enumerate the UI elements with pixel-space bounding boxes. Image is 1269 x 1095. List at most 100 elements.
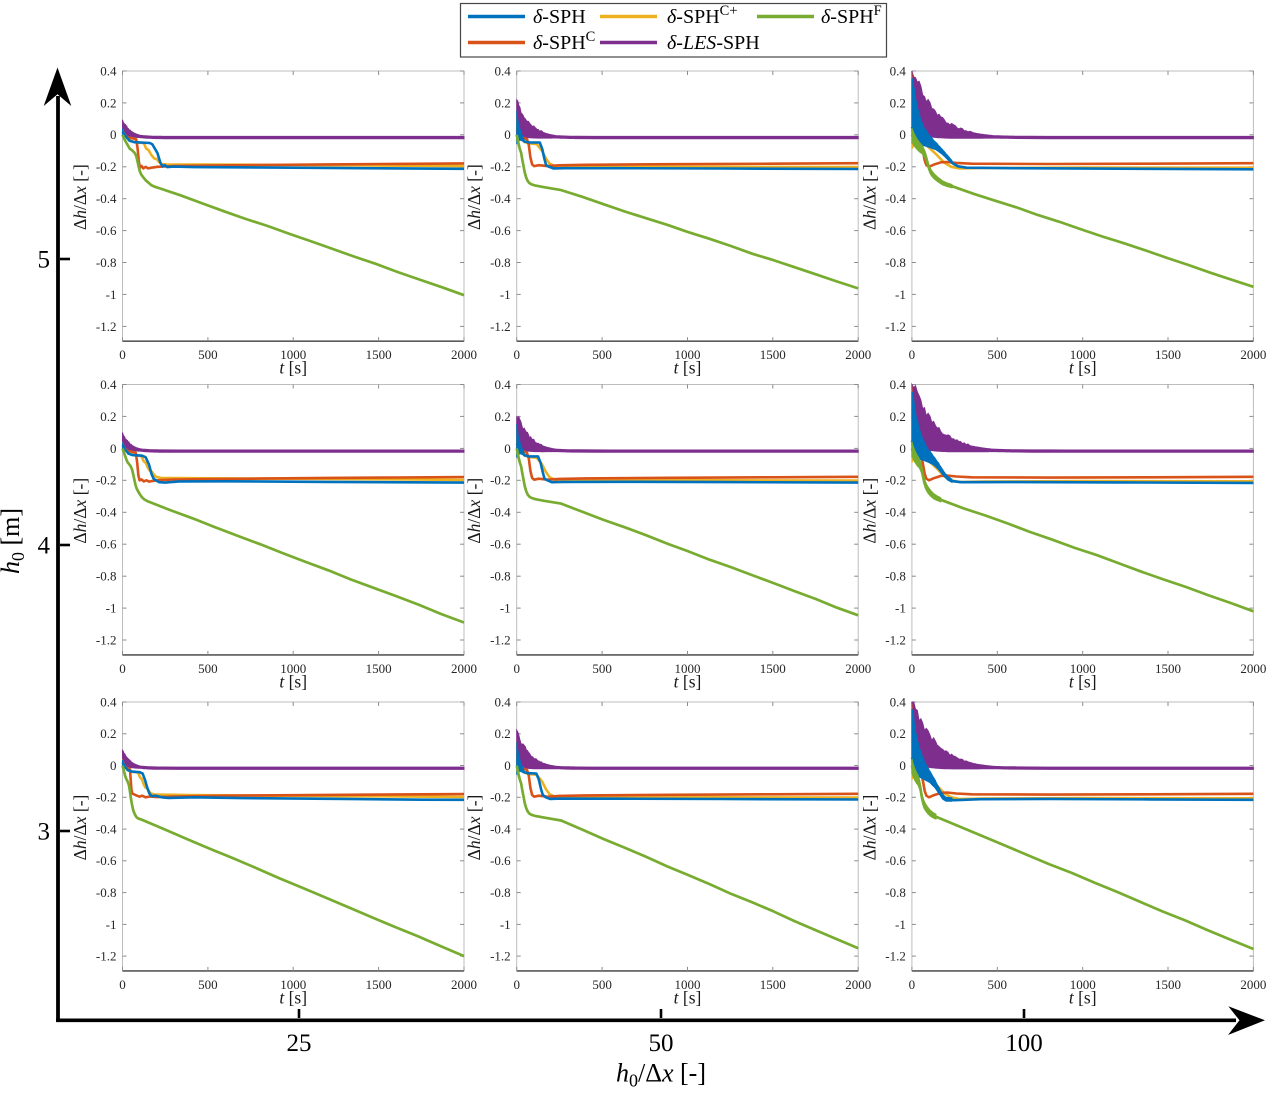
svg-text:0: 0	[899, 441, 906, 456]
svg-text:100: 100	[1005, 1030, 1043, 1057]
svg-text:0: 0	[899, 758, 906, 773]
svg-text:0: 0	[513, 661, 520, 676]
svg-text:2000: 2000	[451, 661, 477, 676]
svg-text:Δh/Δx [-]: Δh/Δx [-]	[70, 164, 90, 230]
svg-text:-1: -1	[500, 287, 511, 302]
svg-text:0.2: 0.2	[100, 726, 116, 741]
svg-text:h0/Δx [-]: h0/Δx [-]	[616, 1059, 706, 1091]
svg-text:0.4: 0.4	[100, 694, 117, 709]
svg-text:-0.6: -0.6	[490, 537, 511, 552]
svg-text:0.4: 0.4	[100, 377, 117, 392]
svg-text:0.2: 0.2	[890, 95, 906, 110]
svg-text:-0.4: -0.4	[96, 191, 117, 206]
svg-text:0: 0	[909, 661, 916, 676]
svg-text:-0.8: -0.8	[96, 885, 117, 900]
svg-text:-1: -1	[106, 601, 117, 616]
svg-text:500: 500	[592, 347, 612, 362]
svg-text:500: 500	[592, 661, 612, 676]
svg-text:2000: 2000	[845, 347, 871, 362]
svg-text:-0.2: -0.2	[490, 159, 511, 174]
svg-text:Δh/Δx [-]: Δh/Δx [-]	[859, 164, 879, 230]
svg-text:2000: 2000	[1240, 977, 1266, 992]
svg-text:0: 0	[504, 758, 511, 773]
svg-text:0: 0	[909, 977, 916, 992]
svg-text:-1.2: -1.2	[96, 319, 117, 334]
svg-text:-1: -1	[895, 917, 906, 932]
svg-text:1500: 1500	[366, 347, 392, 362]
svg-text:-0.2: -0.2	[490, 473, 511, 488]
svg-text:0: 0	[504, 127, 511, 142]
svg-text:2000: 2000	[845, 661, 871, 676]
svg-text:-0.8: -0.8	[490, 255, 511, 270]
svg-text:0.2: 0.2	[494, 95, 510, 110]
svg-text:1500: 1500	[760, 977, 786, 992]
svg-text:500: 500	[198, 977, 218, 992]
svg-text:h0 [m]: h0 [m]	[0, 508, 28, 574]
svg-text:-0.2: -0.2	[490, 790, 511, 805]
svg-text:0.2: 0.2	[100, 409, 116, 424]
svg-text:-0.4: -0.4	[490, 191, 511, 206]
svg-text:-0.4: -0.4	[96, 505, 117, 520]
svg-text:-0.8: -0.8	[885, 885, 906, 900]
svg-text:0: 0	[909, 347, 916, 362]
svg-text:δ-SPH: δ-SPH	[533, 6, 586, 28]
svg-text:500: 500	[592, 977, 612, 992]
svg-text:50: 50	[649, 1030, 674, 1057]
svg-text:-0.8: -0.8	[96, 255, 117, 270]
svg-text:0.4: 0.4	[494, 694, 511, 709]
svg-text:Δh/Δx [-]: Δh/Δx [-]	[464, 164, 484, 230]
svg-text:1000: 1000	[675, 347, 701, 362]
svg-text:Δh/Δx [-]: Δh/Δx [-]	[464, 478, 484, 544]
svg-text:-0.8: -0.8	[490, 885, 511, 900]
svg-text:-1: -1	[106, 917, 117, 932]
svg-text:0.4: 0.4	[100, 63, 117, 78]
svg-text:500: 500	[988, 347, 1008, 362]
svg-text:-0.2: -0.2	[885, 159, 906, 174]
svg-text:-0.6: -0.6	[490, 853, 511, 868]
svg-text:0: 0	[504, 441, 511, 456]
svg-text:-0.2: -0.2	[885, 790, 906, 805]
svg-text:1000: 1000	[675, 977, 701, 992]
svg-text:500: 500	[198, 347, 218, 362]
svg-text:500: 500	[198, 661, 218, 676]
svg-text:Δh/Δx [-]: Δh/Δx [-]	[859, 478, 879, 544]
svg-text:t [s]: t [s]	[1069, 987, 1097, 1007]
svg-text:-0.2: -0.2	[96, 790, 117, 805]
svg-text:1500: 1500	[366, 661, 392, 676]
svg-text:0.4: 0.4	[890, 377, 907, 392]
svg-text:Δh/Δx [-]: Δh/Δx [-]	[70, 795, 90, 861]
svg-text:0.2: 0.2	[100, 95, 116, 110]
svg-text:Δh/Δx [-]: Δh/Δx [-]	[70, 478, 90, 544]
svg-text:-0.6: -0.6	[490, 223, 511, 238]
svg-text:0: 0	[110, 758, 117, 773]
svg-text:-1.2: -1.2	[96, 949, 117, 964]
svg-text:Δh/Δx [-]: Δh/Δx [-]	[464, 795, 484, 861]
svg-text:-1.2: -1.2	[490, 949, 511, 964]
svg-text:1000: 1000	[1070, 977, 1096, 992]
svg-text:0.4: 0.4	[890, 63, 907, 78]
svg-text:0: 0	[899, 127, 906, 142]
svg-text:0.4: 0.4	[494, 63, 511, 78]
svg-text:0: 0	[119, 977, 126, 992]
svg-text:-0.8: -0.8	[96, 569, 117, 584]
svg-text:t [s]: t [s]	[1069, 671, 1097, 691]
svg-text:Δh/Δx [-]: Δh/Δx [-]	[859, 795, 879, 861]
svg-text:1500: 1500	[1155, 661, 1181, 676]
svg-text:-0.8: -0.8	[490, 569, 511, 584]
svg-text:0.2: 0.2	[890, 726, 906, 741]
svg-text:δ-SPHF: δ-SPHF	[821, 3, 882, 28]
svg-text:0: 0	[110, 441, 117, 456]
svg-text:-0.6: -0.6	[885, 853, 906, 868]
svg-text:t [s]: t [s]	[279, 671, 307, 691]
svg-text:0: 0	[119, 347, 126, 362]
svg-text:2000: 2000	[1240, 661, 1266, 676]
svg-text:1000: 1000	[1070, 661, 1096, 676]
svg-text:2000: 2000	[451, 347, 477, 362]
svg-text:δ-SPHC: δ-SPHC	[533, 29, 595, 54]
svg-text:2000: 2000	[451, 977, 477, 992]
svg-text:-0.6: -0.6	[96, 537, 117, 552]
svg-text:1000: 1000	[280, 977, 306, 992]
svg-text:-0.8: -0.8	[885, 255, 906, 270]
svg-text:0.4: 0.4	[494, 377, 511, 392]
svg-text:t [s]: t [s]	[674, 987, 702, 1007]
